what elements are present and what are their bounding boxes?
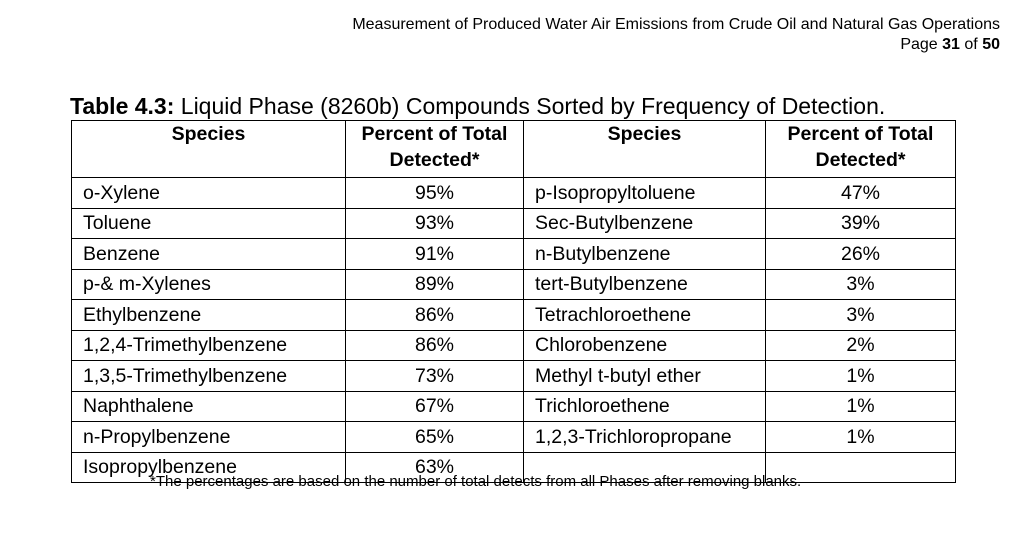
table-row: n-Propylbenzene 65% 1,2,3-Trichloropropa… xyxy=(71,421,956,453)
percent-cell: 86% xyxy=(345,329,524,361)
header-species-1: Species xyxy=(71,120,346,178)
page-of: of xyxy=(964,36,978,53)
table-row: p-& m-Xylenes 89% tert-Butylbenzene 3% xyxy=(71,268,956,300)
page-total: 50 xyxy=(982,36,1000,53)
header-percent-2: Percent of Total Detected* xyxy=(765,120,956,178)
species-cell: 1,3,5-Trimethylbenzene xyxy=(71,360,346,392)
page-header: Measurement of Produced Water Air Emissi… xyxy=(352,15,1000,55)
percent-cell: 95% xyxy=(345,177,524,209)
table-row: Toluene 93% Sec-Butylbenzene 39% xyxy=(71,207,956,239)
percent-cell: 86% xyxy=(345,299,524,331)
species-cell: Chlorobenzene xyxy=(523,329,766,361)
percent-cell: 1% xyxy=(765,421,956,453)
table-row: 1,2,4-Trimethylbenzene 86% Chlorobenzene… xyxy=(71,329,956,361)
species-cell: n-Butylbenzene xyxy=(523,238,766,270)
table-row: Naphthalene 67% Trichloroethene 1% xyxy=(71,390,956,422)
percent-cell: 93% xyxy=(345,207,524,239)
percent-cell xyxy=(765,451,956,483)
page-current: 31 xyxy=(942,36,960,53)
species-cell: Trichloroethene xyxy=(523,390,766,422)
percent-cell: 1% xyxy=(765,390,956,422)
species-cell: Methyl t-butyl ether xyxy=(523,360,766,392)
percent-cell: 3% xyxy=(765,268,956,300)
species-cell: Benzene xyxy=(71,238,346,270)
table-row: 1,3,5-Trimethylbenzene 73% Methyl t-buty… xyxy=(71,360,956,392)
document-title: Measurement of Produced Water Air Emissi… xyxy=(352,16,1000,33)
table-footnote: *The percentages are based on the number… xyxy=(150,473,802,490)
percent-cell: 89% xyxy=(345,268,524,300)
species-cell: p-& m-Xylenes xyxy=(71,268,346,300)
species-cell: p-Isopropyltoluene xyxy=(523,177,766,209)
percent-cell: 91% xyxy=(345,238,524,270)
header-species-2: Species xyxy=(523,120,766,178)
percent-cell: 73% xyxy=(345,360,524,392)
species-cell: Ethylbenzene xyxy=(71,299,346,331)
percent-cell: 3% xyxy=(765,299,956,331)
percent-cell: 63% xyxy=(345,451,524,483)
species-cell: 1,2,3-Trichloropropane xyxy=(523,421,766,453)
table-caption-title: Liquid Phase (8260b) Compounds Sorted by… xyxy=(180,93,886,119)
header-percent-1: Percent of Total Detected* xyxy=(345,120,524,178)
percent-cell: 39% xyxy=(765,207,956,239)
percent-cell: 26% xyxy=(765,238,956,270)
table-caption: Table 4.3: Liquid Phase (8260b) Compound… xyxy=(70,92,885,120)
species-cell: Isopropylbenzene xyxy=(71,451,346,483)
table-row: Benzene 91% n-Butylbenzene 26% xyxy=(71,238,956,270)
percent-cell: 67% xyxy=(345,390,524,422)
compounds-table: Species Percent of Total Detected* Speci… xyxy=(71,120,956,483)
table-row: o-Xylene 95% p-Isopropyltoluene 47% xyxy=(71,177,956,209)
species-cell: n-Propylbenzene xyxy=(71,421,346,453)
table-body: o-Xylene 95% p-Isopropyltoluene 47% Tolu… xyxy=(71,177,956,483)
percent-cell: 1% xyxy=(765,360,956,392)
page-prefix: Page xyxy=(900,36,938,53)
species-cell: Tetrachloroethene xyxy=(523,299,766,331)
table-row: Ethylbenzene 86% Tetrachloroethene 3% xyxy=(71,299,956,331)
percent-cell: 47% xyxy=(765,177,956,209)
percent-cell: 65% xyxy=(345,421,524,453)
percent-cell: 2% xyxy=(765,329,956,361)
species-cell: 1,2,4-Trimethylbenzene xyxy=(71,329,346,361)
table-caption-label: Table 4.3: xyxy=(70,93,175,119)
species-cell: Naphthalene xyxy=(71,390,346,422)
species-cell: Sec-Butylbenzene xyxy=(523,207,766,239)
species-cell: tert-Butylbenzene xyxy=(523,268,766,300)
table-row: Isopropylbenzene 63% xyxy=(71,451,956,483)
table-header-row: Species Percent of Total Detected* Speci… xyxy=(71,120,956,178)
species-cell: o-Xylene xyxy=(71,177,346,209)
page-number: Page 31 of 50 xyxy=(352,35,1000,55)
species-cell: Toluene xyxy=(71,207,346,239)
